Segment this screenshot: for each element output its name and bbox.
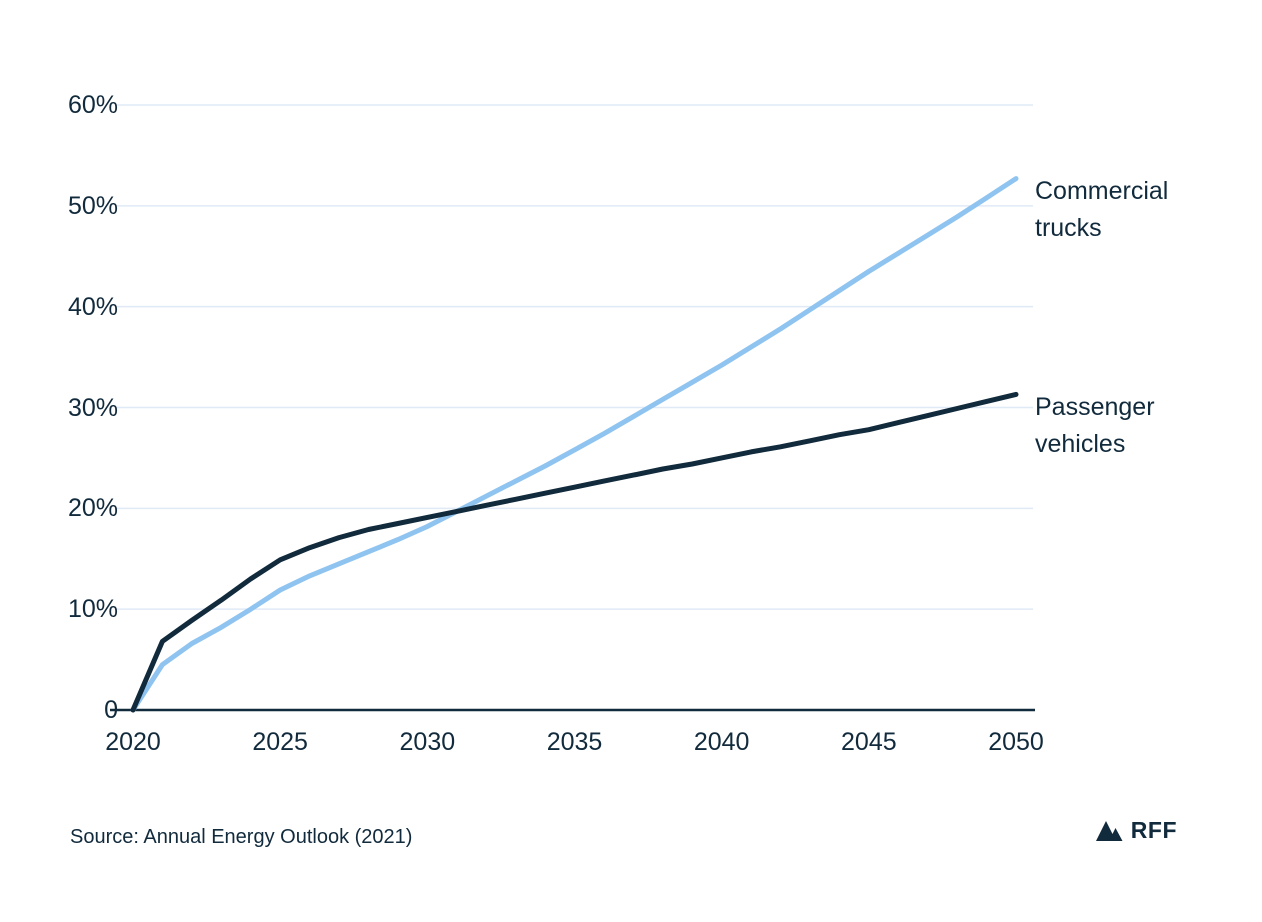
mountains-icon <box>1095 821 1123 841</box>
rff-logo: RFF <box>1095 817 1177 844</box>
x-tick-label-2030: 2030 <box>399 728 456 756</box>
series-line-passenger-vehicles <box>130 391 1019 713</box>
x-tick-label-2045: 2045 <box>841 728 897 756</box>
x-tick-label-2040: 2040 <box>693 728 750 756</box>
y-tick-label-10: 10% <box>67 595 118 624</box>
x-tick-label-2035: 2035 <box>546 728 603 756</box>
series-label-passenger-vehicles: Passenger vehicles <box>1035 393 1155 458</box>
x-tick-label-2050: 2050 <box>988 728 1044 756</box>
source-note: Source: Annual Energy Outlook (2021) <box>70 826 413 848</box>
y-tick-label-60: 60% <box>67 91 118 119</box>
y-tick-label-30: 30% <box>67 393 118 422</box>
y-tick-label-40: 40% <box>67 292 118 321</box>
y-tick-label-20: 20% <box>67 494 118 523</box>
series-line-commercial-trucks <box>130 176 1019 713</box>
series-label-commercial-trucks: Commercial trucks <box>1035 177 1169 242</box>
x-tick-label-2020: 2020 <box>105 728 161 756</box>
rff-logo-text: RFF <box>1130 817 1177 843</box>
y-tick-label-0: 0 <box>104 696 118 724</box>
y-tick-label-50: 50% <box>67 191 118 220</box>
x-tick-label-2025: 2025 <box>252 728 308 756</box>
